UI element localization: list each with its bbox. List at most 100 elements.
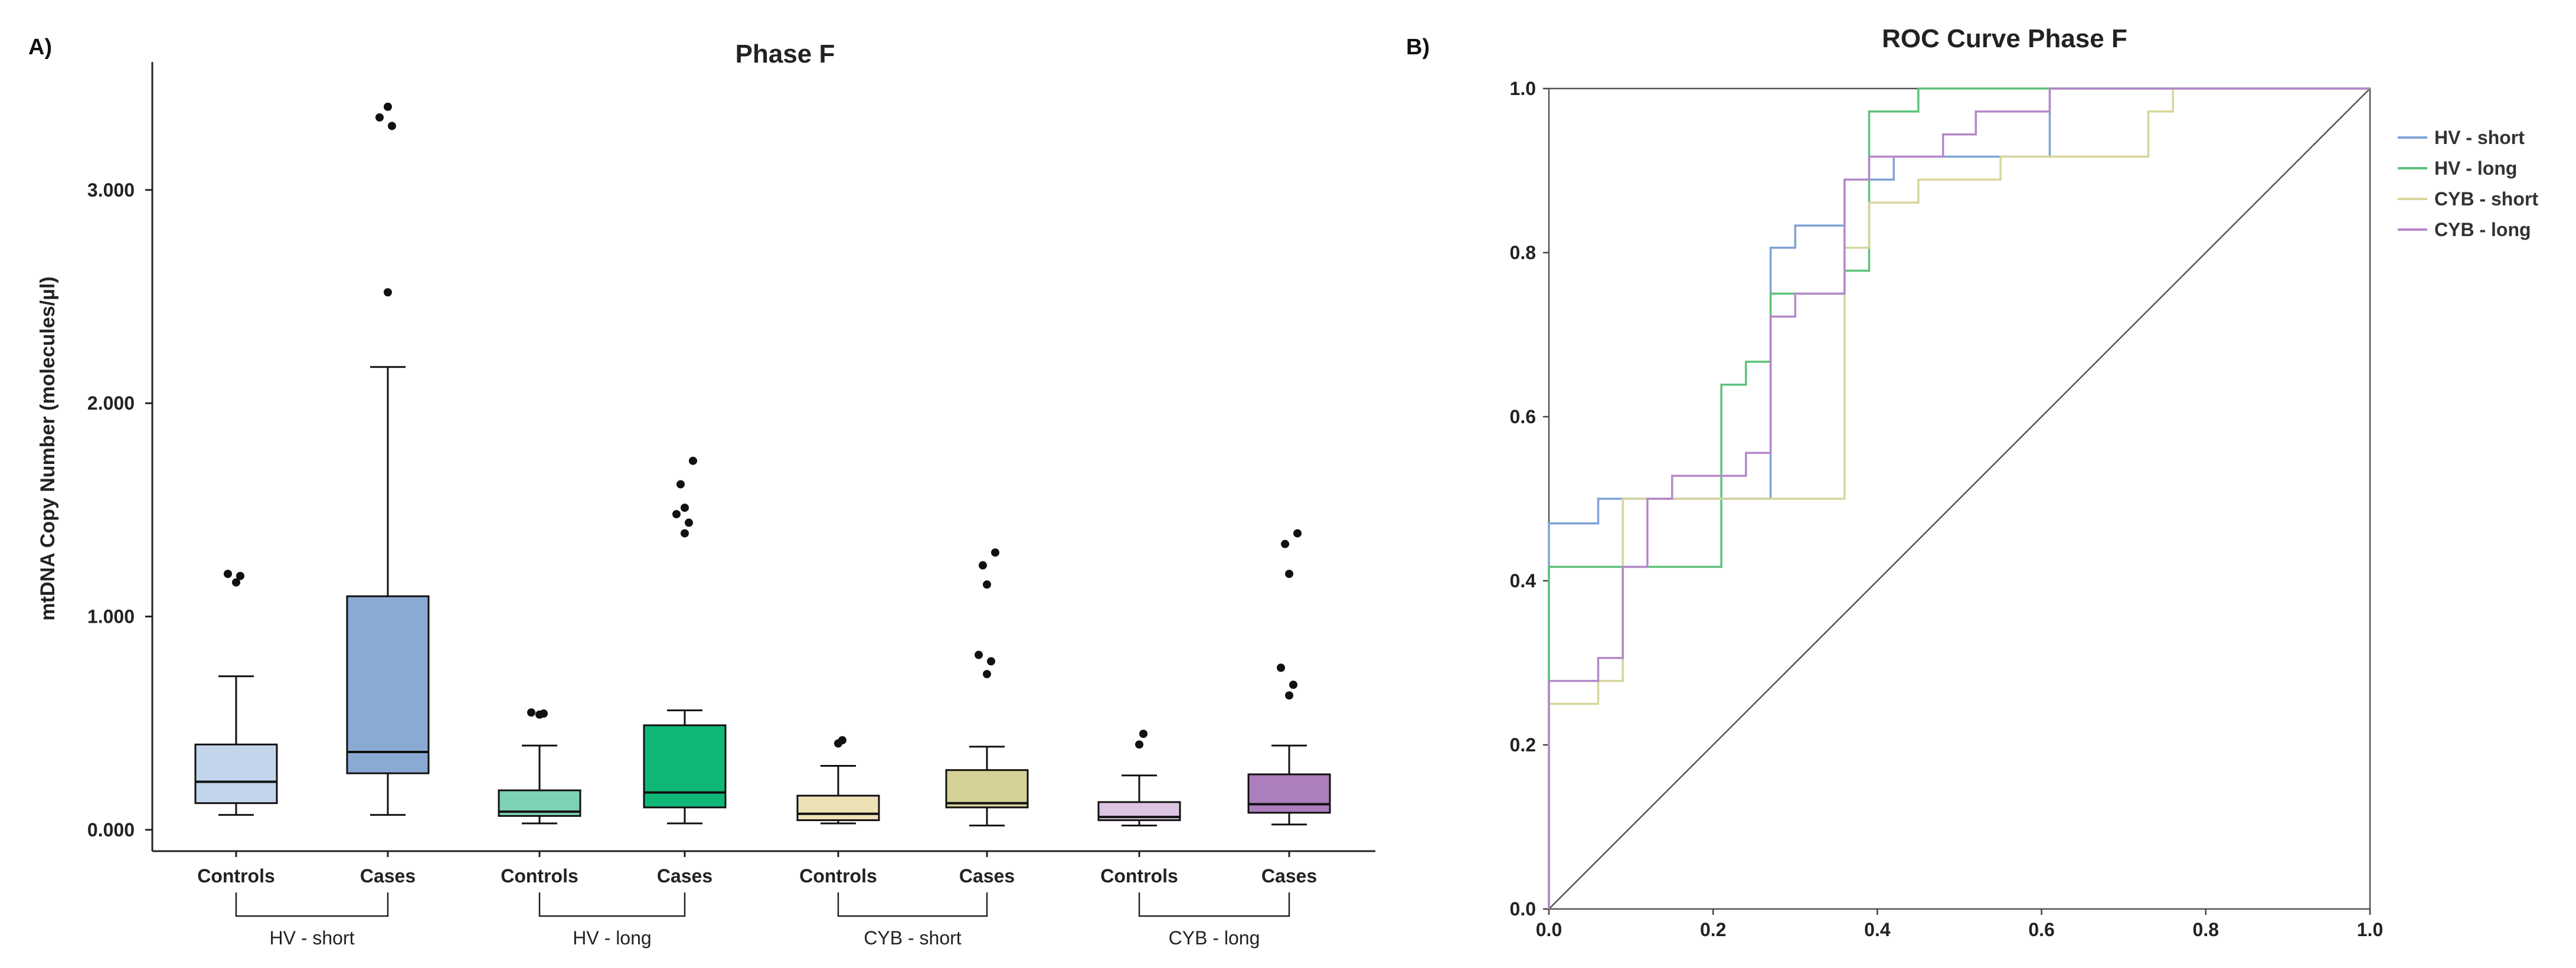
legend-entry: CYB - short (2434, 188, 2538, 210)
panel-a-y-tick-label: 3.000 (87, 179, 135, 201)
panel-a-y-tick-label: 2.000 (87, 393, 135, 414)
panel-b-y-tick-label: 0.6 (1510, 406, 1536, 427)
panel-a-box-plot: A) Phase F mtDNA Copy Number (molecules/… (28, 35, 1375, 949)
outlier-point (236, 571, 244, 580)
roc-line-cyb-long (1548, 87, 2370, 909)
panel-b-x-tick-label: 0.8 (2193, 919, 2219, 940)
box-plot-1-1 (194, 570, 278, 816)
panel-b-y-tick-label: 0.4 (1510, 570, 1537, 591)
outlier-point (983, 580, 991, 589)
x-tick-label-controls: Controls (799, 865, 877, 887)
outlier-point (384, 102, 392, 111)
box-iqr (796, 794, 880, 822)
outlier-point (1285, 691, 1293, 700)
panel-b-y-tick-label: 1.0 (1510, 78, 1536, 99)
roc-line-hv-short (1548, 87, 2370, 909)
legend-entry: HV - short (2434, 127, 2525, 148)
outlier-point (1285, 570, 1293, 578)
outlier-point (384, 288, 392, 297)
box-plot-2-2 (643, 456, 727, 825)
outlier-point (224, 570, 232, 578)
outlier-point (975, 650, 983, 659)
x-tick-label-cases: Cases (1261, 865, 1317, 887)
outlier-point (527, 708, 535, 717)
panel-b-series (1548, 87, 2370, 909)
panel-b-x-tick-label: 0.6 (2028, 919, 2054, 940)
outlier-point (1139, 730, 1148, 738)
box-plot-3-2 (945, 548, 1029, 827)
panel-b-title: ROC Curve Phase F (1882, 24, 2127, 53)
box-plot-3-1 (796, 736, 880, 825)
panel-b-y-tick-label: 0.2 (1510, 734, 1536, 756)
panel-a-title: Phase F (735, 40, 835, 68)
outlier-point (1293, 529, 1302, 538)
box-iqr (945, 769, 1029, 809)
outlier-point (681, 529, 689, 538)
box-plot-4-2 (1247, 529, 1331, 826)
box-iqr (643, 724, 727, 809)
outlier-point (388, 122, 396, 130)
outlier-point (375, 113, 384, 122)
x-tick-label-cases: Cases (959, 865, 1015, 887)
outlier-point (838, 736, 846, 745)
panel-b-letter: B) (1406, 35, 1430, 60)
panel-a-y-tick-label: 1.000 (87, 606, 135, 627)
panel-a-y-ticks: 0.000 1.000 2.000 3.000 (87, 179, 152, 841)
box-plot-2-1 (498, 708, 581, 825)
legend-entry: HV - long (2434, 158, 2517, 179)
panel-b-x-tick-label: 1.0 (2357, 919, 2383, 940)
box-iqr (346, 595, 430, 774)
outlier-point (689, 456, 697, 465)
x-tick-label-cases: Cases (657, 865, 712, 887)
outlier-point (672, 510, 681, 519)
legend-entry: CYB - long (2434, 219, 2531, 240)
group-bracket (1138, 892, 1290, 917)
panel-b-x-tick-label: 0.2 (1700, 919, 1726, 940)
outlier-point (987, 657, 995, 666)
panel-a-x-labels: Controls Cases Controls Cases Controls Cases C… (197, 851, 1317, 887)
panel-b-y-tick-label: 0.8 (1510, 242, 1536, 263)
group-label: CYB - short (864, 927, 961, 949)
group-label: CYB - long (1169, 927, 1260, 949)
panel-b-reference-line (1548, 88, 2371, 910)
panel-b-ticks: 0.0 0.2 0.4 0.6 0.8 1.0 0.0 0.2 0.4 0.6 0.8 1.0 (1510, 78, 2384, 940)
outlier-point (979, 561, 987, 570)
reference-diagonal (1548, 88, 2371, 910)
x-tick-label-controls: Controls (501, 865, 578, 887)
outlier-point (991, 548, 999, 557)
outlier-point (1277, 663, 1285, 672)
outlier-point (1289, 681, 1297, 689)
panel-b-x-tick-label: 0.4 (1864, 919, 1891, 940)
panel-b-x-tick-label: 0.0 (1536, 919, 1562, 940)
outlier-point (1135, 740, 1143, 749)
outlier-point (681, 503, 689, 512)
group-label: HV - short (269, 927, 354, 949)
x-tick-label-cases: Cases (360, 865, 416, 887)
outlier-point (232, 578, 240, 587)
outlier-point (676, 480, 685, 489)
panel-a-group-brackets: HV - short HV - long CYB - short CYB - long (235, 892, 1290, 949)
group-bracket (538, 892, 686, 917)
panel-a-y-tick-label: 0.000 (87, 819, 135, 841)
panel-a-y-axis-label: mtDNA Copy Number (molecules/µl) (37, 276, 59, 620)
panel-b-legend: HV - short HV - long CYB - short CYB - long (2398, 127, 2538, 240)
panel-a-boxes (194, 102, 1331, 827)
group-bracket (837, 892, 988, 917)
box-plot-1-2 (346, 102, 430, 816)
group-bracket (235, 892, 389, 917)
group-label: HV - long (573, 927, 651, 949)
outlier-point (983, 670, 991, 679)
panel-b-roc-curve: B) ROC Curve Phase F 0.0 0.2 0.4 0.6 0.8 1.00… (1406, 24, 2538, 940)
box-iqr (1247, 773, 1331, 814)
panel-a-letter: A) (28, 35, 52, 60)
panel-b-y-tick-label: 0.0 (1510, 898, 1536, 920)
x-tick-label-controls: Controls (1100, 865, 1178, 887)
box-iqr (194, 743, 278, 805)
outlier-point (685, 518, 693, 527)
outlier-point (540, 709, 548, 718)
outlier-point (1281, 539, 1289, 548)
roc-line-hv-long (1548, 87, 2370, 909)
box-plot-4-1 (1097, 730, 1181, 827)
x-tick-label-controls: Controls (197, 865, 275, 887)
